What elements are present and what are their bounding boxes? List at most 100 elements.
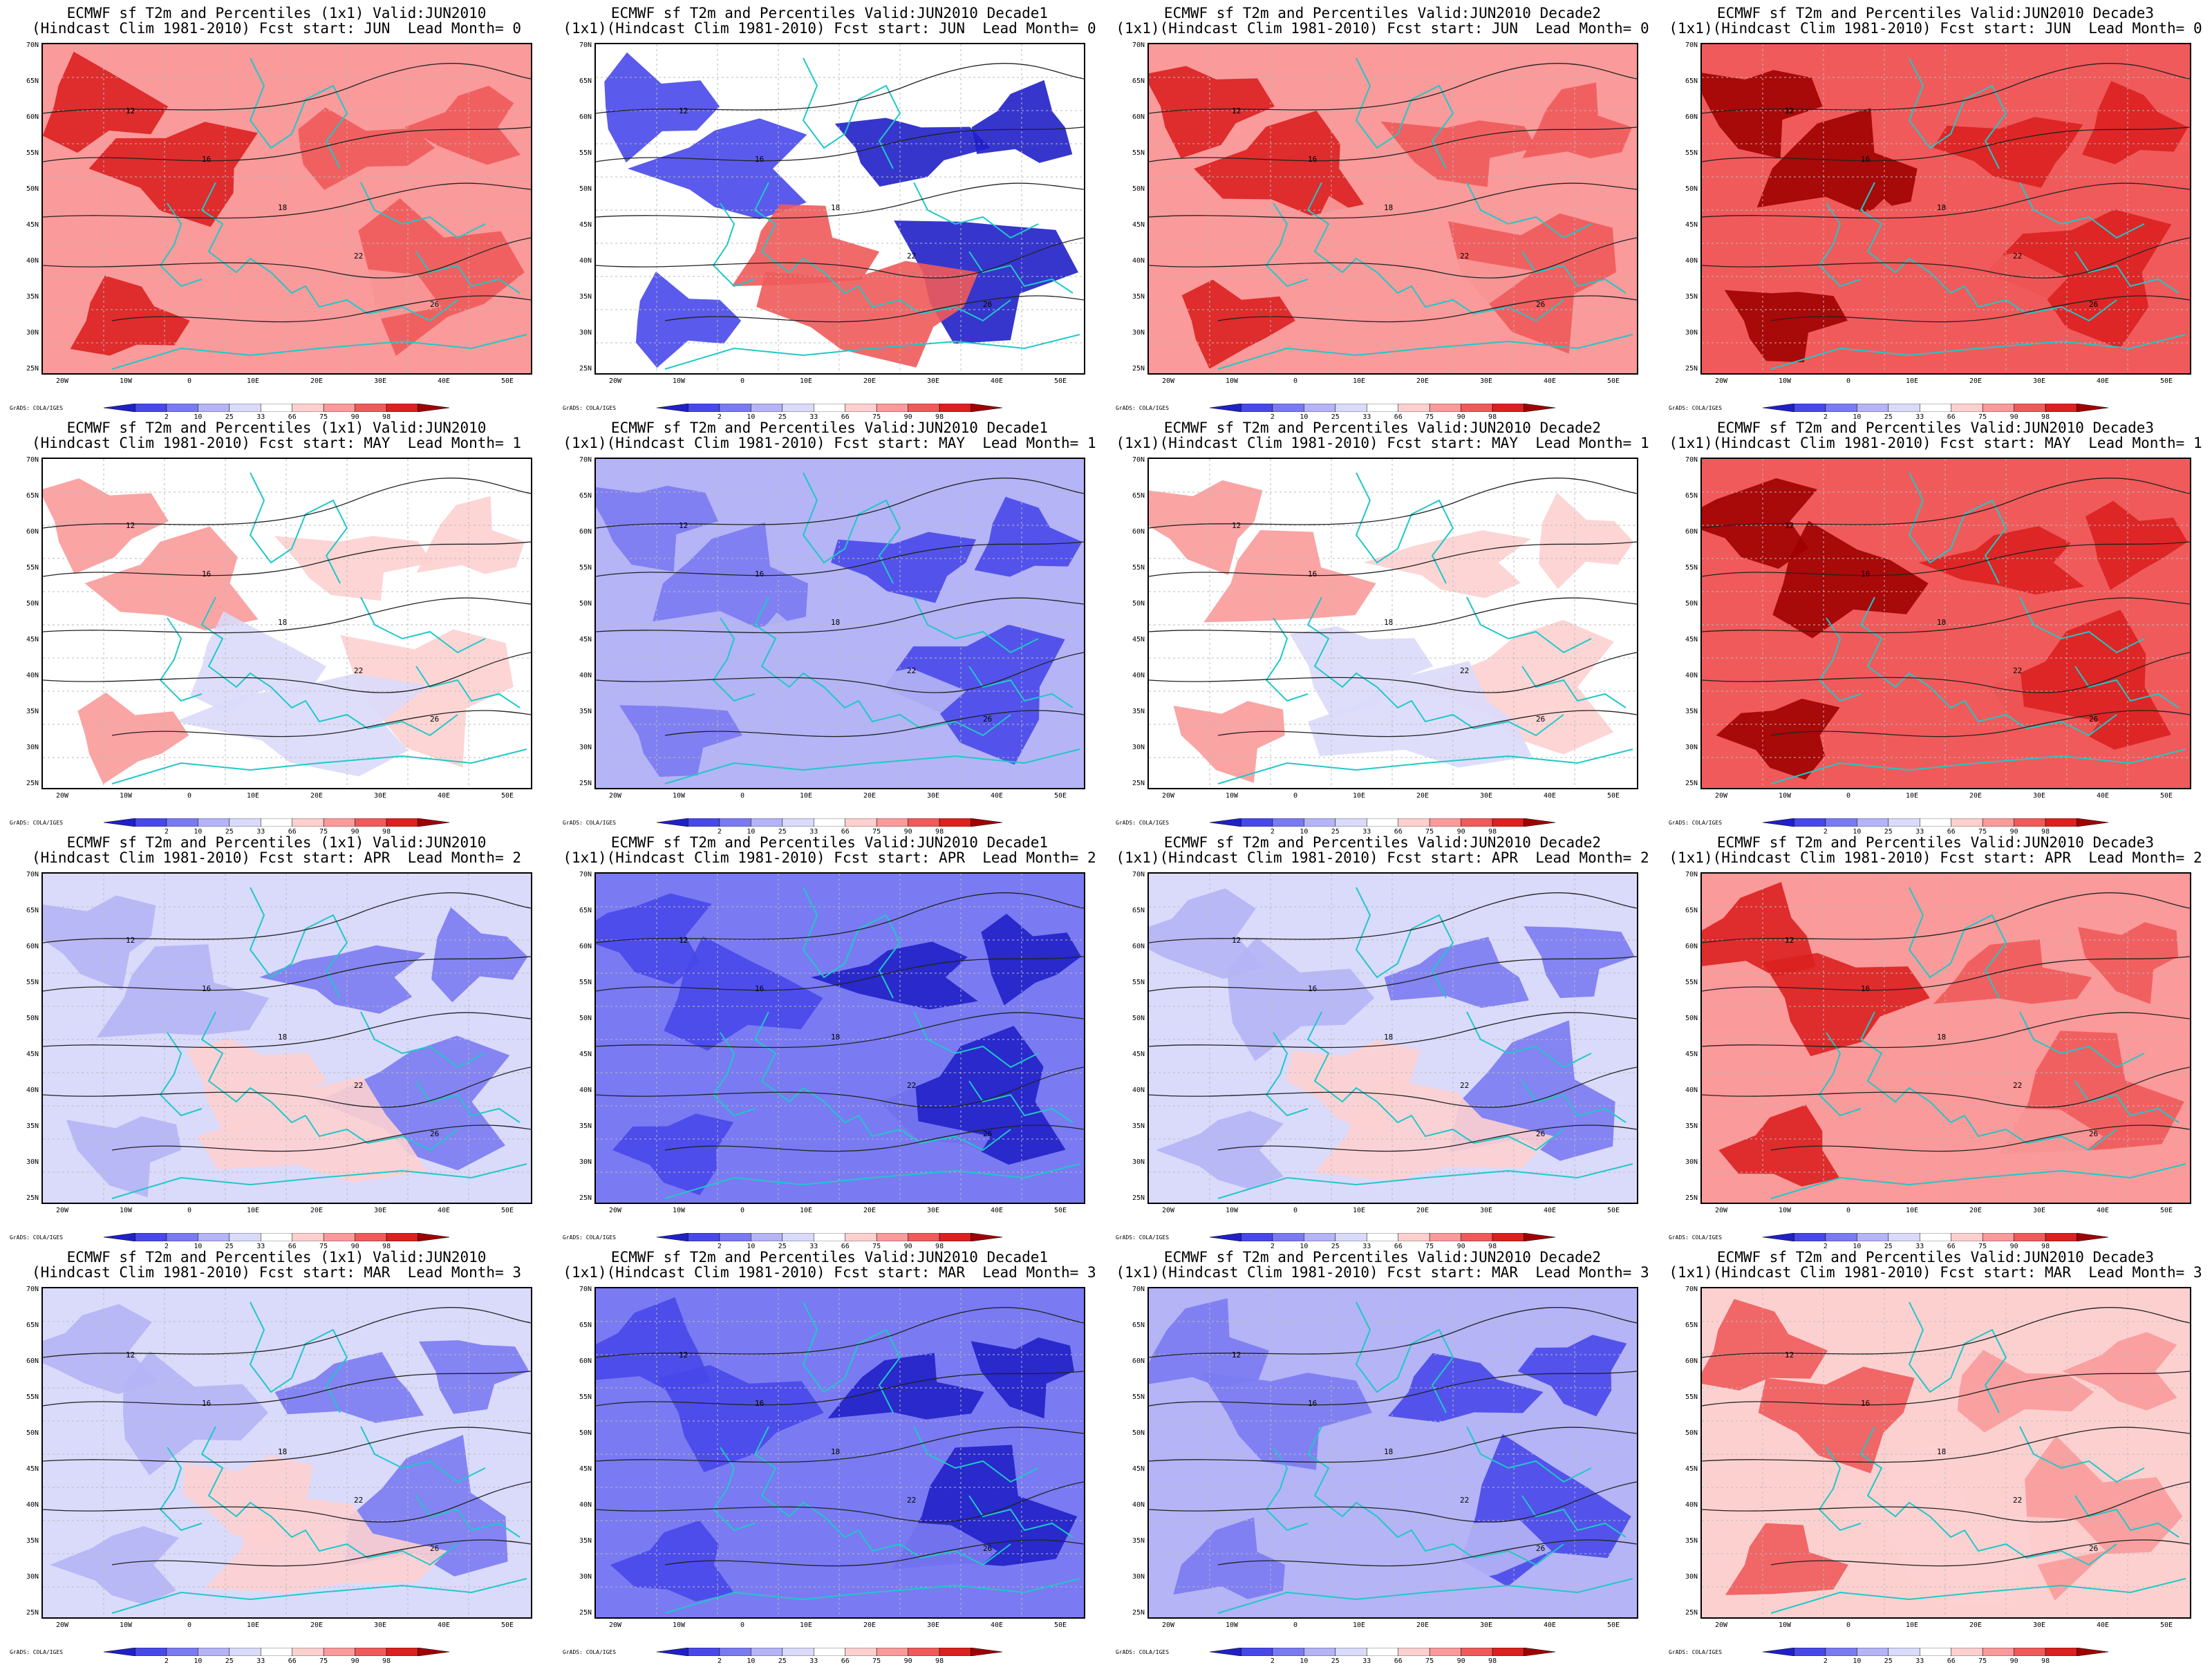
isoline-label: 12: [126, 936, 135, 945]
coastline: [664, 749, 1080, 784]
latitude-tick-label: 50N: [26, 600, 39, 608]
colorbar-label: 98: [1488, 828, 1497, 836]
coastline: [1521, 1080, 1627, 1123]
colorbar-swatch: [135, 818, 167, 827]
coastline: [712, 203, 756, 288]
colorbar-label: 25: [225, 1243, 234, 1250]
forecast-panel: ECMWF sf T2m and Percentiles Valid:JUN20…: [553, 0, 1106, 421]
latitude-tick-label: 60N: [1132, 1357, 1145, 1365]
isoline-label: 12: [1785, 106, 1794, 115]
colorbar-swatch: [229, 1233, 261, 1241]
colorbar-swatch: [876, 1233, 908, 1241]
colorbar-swatch: [814, 818, 845, 827]
coastline: [1929, 686, 2117, 737]
grads-credit: GrADS: COLA/IGES: [1669, 1234, 1723, 1241]
longitude-tick-label: 10W: [119, 1207, 133, 1214]
colorbar-swatch: [2077, 1648, 2108, 1656]
colorbar-swatch: [2014, 404, 2046, 412]
isoline-label: 12: [126, 106, 135, 115]
longitude-tick-label: 50E: [1606, 1207, 1620, 1214]
colorbar-swatch: [1210, 818, 1241, 827]
anomaly-region: [1772, 520, 1929, 639]
colorbar-swatch: [1888, 1648, 1920, 1656]
colorbar-swatch: [1888, 404, 1920, 412]
isoline-label: 16: [202, 570, 211, 578]
latitude-tick-label: 35N: [1132, 1537, 1145, 1545]
colorbar-swatch: [1335, 1648, 1367, 1656]
longitude-tick-label: 50E: [2159, 377, 2173, 385]
colorbar-swatch: [751, 404, 783, 412]
coastline: [753, 1011, 825, 1103]
colorbar-label: 66: [1394, 828, 1403, 836]
anomaly-region: [340, 629, 514, 768]
isoline-label: 12: [1785, 936, 1794, 945]
longitude-tick-label: 30E: [926, 1621, 940, 1629]
longitude-tick-label: 50E: [2159, 1621, 2173, 1629]
colorbar-swatch: [1888, 1233, 1920, 1241]
isoline-label: 16: [1861, 984, 1870, 993]
colorbar-swatch: [657, 1233, 688, 1241]
longitude-tick-label: 20E: [1416, 1621, 1430, 1629]
colorbar-swatch: [355, 404, 387, 412]
colorbar-label: 75: [872, 1243, 881, 1250]
temperature-isoline: [1149, 1427, 1637, 1463]
colorbar-swatch: [814, 404, 845, 412]
isoline-label: 12: [679, 106, 688, 115]
grads-credit: GrADS: COLA/IGES: [1116, 1649, 1170, 1655]
colorbar-label: 75: [1978, 413, 1987, 421]
colorbar-swatch: [1272, 1648, 1304, 1656]
grads-credit: GrADS: COLA/IGES: [1116, 1234, 1170, 1241]
latitude-tick-label: 50N: [1685, 600, 1698, 608]
colorbar-label: 98: [935, 1243, 944, 1250]
temperature-isoline: [43, 1066, 531, 1108]
latitude-tick-label: 30N: [1685, 1573, 1698, 1581]
anomaly-region: [1833, 252, 2088, 355]
longitude-tick-label: 10E: [1905, 792, 1919, 800]
colorbar-swatch: [261, 1648, 292, 1656]
latitude-tick-label: 50N: [579, 1429, 592, 1437]
percentile-map: 12 16 18 22 26: [1147, 458, 1638, 789]
latitude-tick-label: 25N: [26, 780, 39, 787]
latitude-tick-label: 60N: [579, 528, 592, 536]
colorbar: [1210, 404, 1555, 412]
colorbar-label: 25: [1331, 1243, 1340, 1250]
colorbar-label: 90: [1456, 413, 1465, 421]
latitude-tick-label: 25N: [1685, 780, 1698, 787]
latitude-tick-label: 35N: [26, 708, 39, 715]
latitude-tick-label: 60N: [579, 113, 592, 121]
latitude-tick-label: 50N: [26, 185, 39, 193]
forecast-panel: ECMWF sf T2m and Percentiles Valid:JUN20…: [1659, 829, 2212, 1250]
coastline: [1355, 472, 1454, 584]
latitude-tick-label: 55N: [579, 979, 592, 986]
anomaly-region: [419, 1340, 529, 1414]
colorbar-swatch: [292, 1648, 324, 1656]
colorbar-swatch: [104, 1233, 135, 1241]
colorbar-swatch: [2077, 404, 2108, 412]
anomaly-region: [1388, 1353, 1544, 1422]
isoline-label: 12: [1232, 1351, 1241, 1360]
coastline: [1770, 749, 2186, 784]
percentile-map: 12 16 18 22 26: [41, 1287, 532, 1619]
coastline: [1770, 1578, 2186, 1614]
panel-title-line2: (1x1)(Hindcast Clim 1981-2010) Fcst star…: [1116, 849, 1649, 866]
longitude-tick-label: 20W: [1161, 1207, 1175, 1214]
longitude-tick-label: 20W: [608, 1621, 622, 1629]
isoline-label: 18: [831, 1033, 840, 1042]
anomaly-region: [1201, 1373, 1372, 1470]
colorbar-swatch: [2045, 1233, 2077, 1241]
colorbar-swatch: [1241, 404, 1273, 412]
coastline: [968, 251, 1074, 294]
temperature-isoline: [111, 295, 531, 323]
colorbar-label: 98: [2041, 413, 2050, 421]
longitude-tick-label: 20E: [1416, 792, 1430, 800]
temperature-isoline: [1702, 956, 2190, 992]
longitude-tick-label: 50E: [1053, 792, 1067, 800]
coastline: [712, 617, 756, 702]
longitude-tick-label: 10W: [1225, 1621, 1239, 1629]
temperature-isoline: [43, 182, 531, 219]
colorbar-label: 98: [2041, 828, 2050, 836]
map-canvas: 12 16 18 22 26: [43, 1288, 531, 1617]
isoline-label: 18: [278, 1033, 287, 1042]
colorbar-label: 2: [1823, 1243, 1828, 1250]
isoline-label: 16: [755, 1399, 764, 1408]
